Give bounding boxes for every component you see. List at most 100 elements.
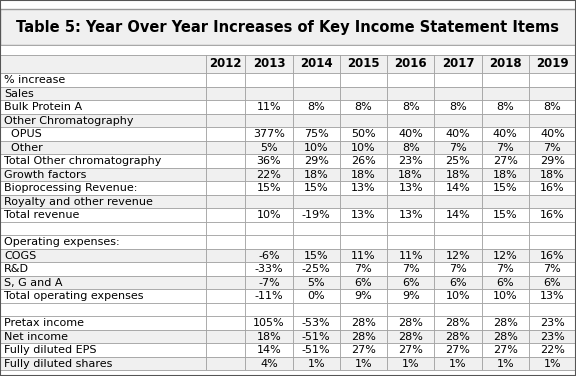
Bar [293,208,340,222]
Bar [434,154,482,168]
Bar [434,100,482,114]
Bar [340,154,387,168]
Bar [293,235,340,249]
Bar [340,262,387,276]
Bar [482,249,529,262]
Text: 8%: 8% [544,102,561,112]
Bar [0,222,206,235]
Text: 1%: 1% [308,359,325,368]
Bar [529,73,576,87]
Bar [482,235,529,249]
Bar [245,55,293,73]
Bar [0,330,206,343]
Bar [206,262,245,276]
Bar [434,330,482,343]
Text: 12%: 12% [492,250,517,261]
Text: 18%: 18% [256,332,281,342]
Bar [387,276,434,290]
Text: 6%: 6% [402,277,419,288]
Text: 18%: 18% [398,170,423,180]
Text: 7%: 7% [497,143,514,153]
Bar [482,262,529,276]
Text: 25%: 25% [445,156,470,166]
Bar [206,290,245,303]
Bar [206,181,245,195]
Text: 105%: 105% [253,318,285,328]
Bar [529,87,576,100]
Text: 26%: 26% [351,156,376,166]
Bar [529,330,576,343]
Bar [434,141,482,154]
Text: 13%: 13% [540,291,564,301]
Bar [293,100,340,114]
Bar [206,73,245,87]
Bar [482,343,529,357]
Bar [0,290,206,303]
Bar [529,141,576,154]
Text: -7%: -7% [258,277,280,288]
Text: 14%: 14% [256,345,281,355]
Bar [482,290,529,303]
Bar [293,181,340,195]
Text: Fully diluted shares: Fully diluted shares [4,359,112,368]
Text: Bioprocessing Revenue:: Bioprocessing Revenue: [4,183,138,193]
Text: 16%: 16% [540,250,564,261]
Bar [293,290,340,303]
Text: OPUS: OPUS [4,129,42,139]
Bar [529,154,576,168]
Bar [206,222,245,235]
Text: 13%: 13% [351,183,376,193]
Text: 5%: 5% [308,277,325,288]
Text: 18%: 18% [304,170,328,180]
Bar [434,249,482,262]
Text: -33%: -33% [255,264,283,274]
Text: 15%: 15% [493,210,517,220]
Text: 15%: 15% [304,250,328,261]
Text: -53%: -53% [302,318,331,328]
Bar [434,168,482,181]
Text: 28%: 28% [398,332,423,342]
Bar [529,343,576,357]
Bar [293,195,340,208]
Text: 27%: 27% [492,345,518,355]
Bar [0,370,576,376]
Text: 18%: 18% [492,170,517,180]
Text: Sales: Sales [4,89,34,99]
Bar [206,357,245,370]
Bar [434,195,482,208]
Bar [340,141,387,154]
Bar [206,154,245,168]
Text: 8%: 8% [402,143,419,153]
Text: 11%: 11% [257,102,281,112]
Bar [293,73,340,87]
Text: 11%: 11% [399,250,423,261]
Bar [245,235,293,249]
Text: Total revenue: Total revenue [4,210,79,220]
Text: 2013: 2013 [253,58,285,70]
Text: 27%: 27% [351,345,376,355]
Bar [0,195,206,208]
Bar [206,208,245,222]
Text: 7%: 7% [402,264,419,274]
Text: 15%: 15% [493,183,517,193]
Text: 29%: 29% [540,156,565,166]
Text: 18%: 18% [351,170,376,180]
Bar [0,45,576,55]
Bar [293,249,340,262]
Text: % increase: % increase [4,75,65,85]
Text: COGS: COGS [4,250,36,261]
Bar [340,114,387,127]
Text: 8%: 8% [308,102,325,112]
Bar [340,303,387,316]
Text: 15%: 15% [304,183,328,193]
Bar [482,55,529,73]
Text: 11%: 11% [351,250,376,261]
Bar [206,141,245,154]
Bar [529,303,576,316]
Text: 28%: 28% [398,318,423,328]
Bar [529,357,576,370]
Bar [482,87,529,100]
Bar [340,276,387,290]
Text: 28%: 28% [445,318,471,328]
Text: 7%: 7% [449,264,467,274]
